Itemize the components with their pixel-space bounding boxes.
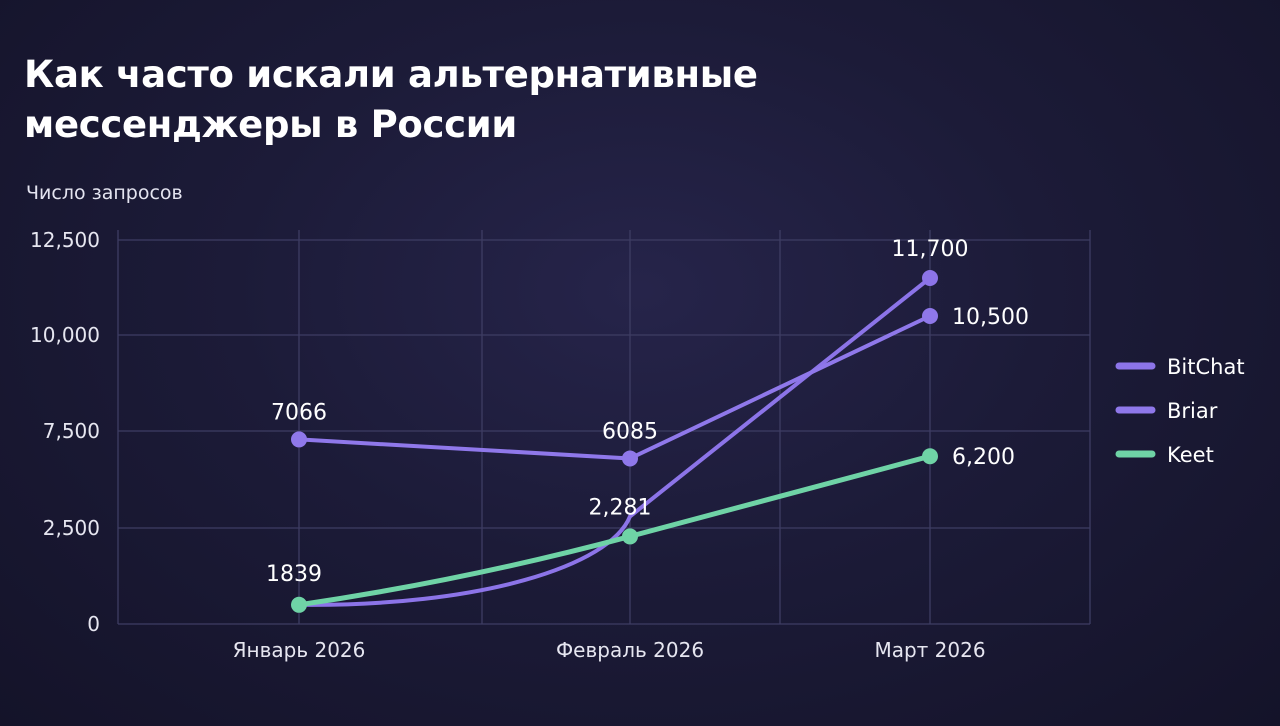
chart-title-line-2: мессенджеры в России [24, 103, 518, 146]
series-line-keet [296, 453, 933, 608]
data-label: 6085 [602, 419, 658, 444]
series-points [291, 270, 938, 613]
data-label: 2,281 [589, 495, 652, 520]
y-tick-label: 10,000 [30, 323, 100, 347]
point-bitchat [922, 270, 938, 286]
x-tick-label: Февраль 2026 [556, 638, 704, 662]
data-label: 7066 [271, 400, 327, 425]
grid [117, 230, 1091, 625]
data-label: 1839 [266, 562, 322, 587]
x-ticks: Январь 2026 Февраль 2026 Март 2026 [233, 638, 986, 662]
legend-label-bitchat: BitChat [1167, 355, 1245, 379]
series-line-bitchat [297, 276, 932, 607]
x-tick-label: Март 2026 [874, 638, 985, 662]
y-tick-label: 2,500 [43, 516, 100, 540]
data-label: 6,200 [952, 445, 1015, 470]
y-ticks: 0 2,500 7,500 10,000 12,500 [30, 228, 100, 636]
legend-label-briar: Briar [1167, 399, 1218, 423]
point-keet [291, 596, 307, 613]
legend-label-keet: Keet [1167, 443, 1214, 467]
data-label: 10,500 [952, 305, 1029, 330]
point-briar [922, 308, 938, 324]
chart-title-line-1: Как часто искали альтернативные [24, 53, 758, 96]
data-label: 11,700 [892, 237, 969, 262]
y-tick-label: 7,500 [43, 419, 100, 443]
chart-title: Как часто искали альтернативные мессендж… [24, 50, 758, 150]
y-axis-label: Число запросов [26, 182, 183, 204]
point-briar [291, 431, 307, 448]
x-tick-label: Январь 2026 [233, 638, 366, 662]
point-briar [622, 450, 638, 467]
data-labels: 2,281 11,700 7066 6085 10,500 1839 6,200 [266, 237, 1029, 587]
point-keet [622, 528, 638, 545]
y-tick-label: 12,500 [30, 228, 100, 252]
y-tick-label: 0 [87, 612, 100, 636]
legend: BitChat Briar Keet [1115, 355, 1245, 467]
point-keet [922, 448, 938, 465]
